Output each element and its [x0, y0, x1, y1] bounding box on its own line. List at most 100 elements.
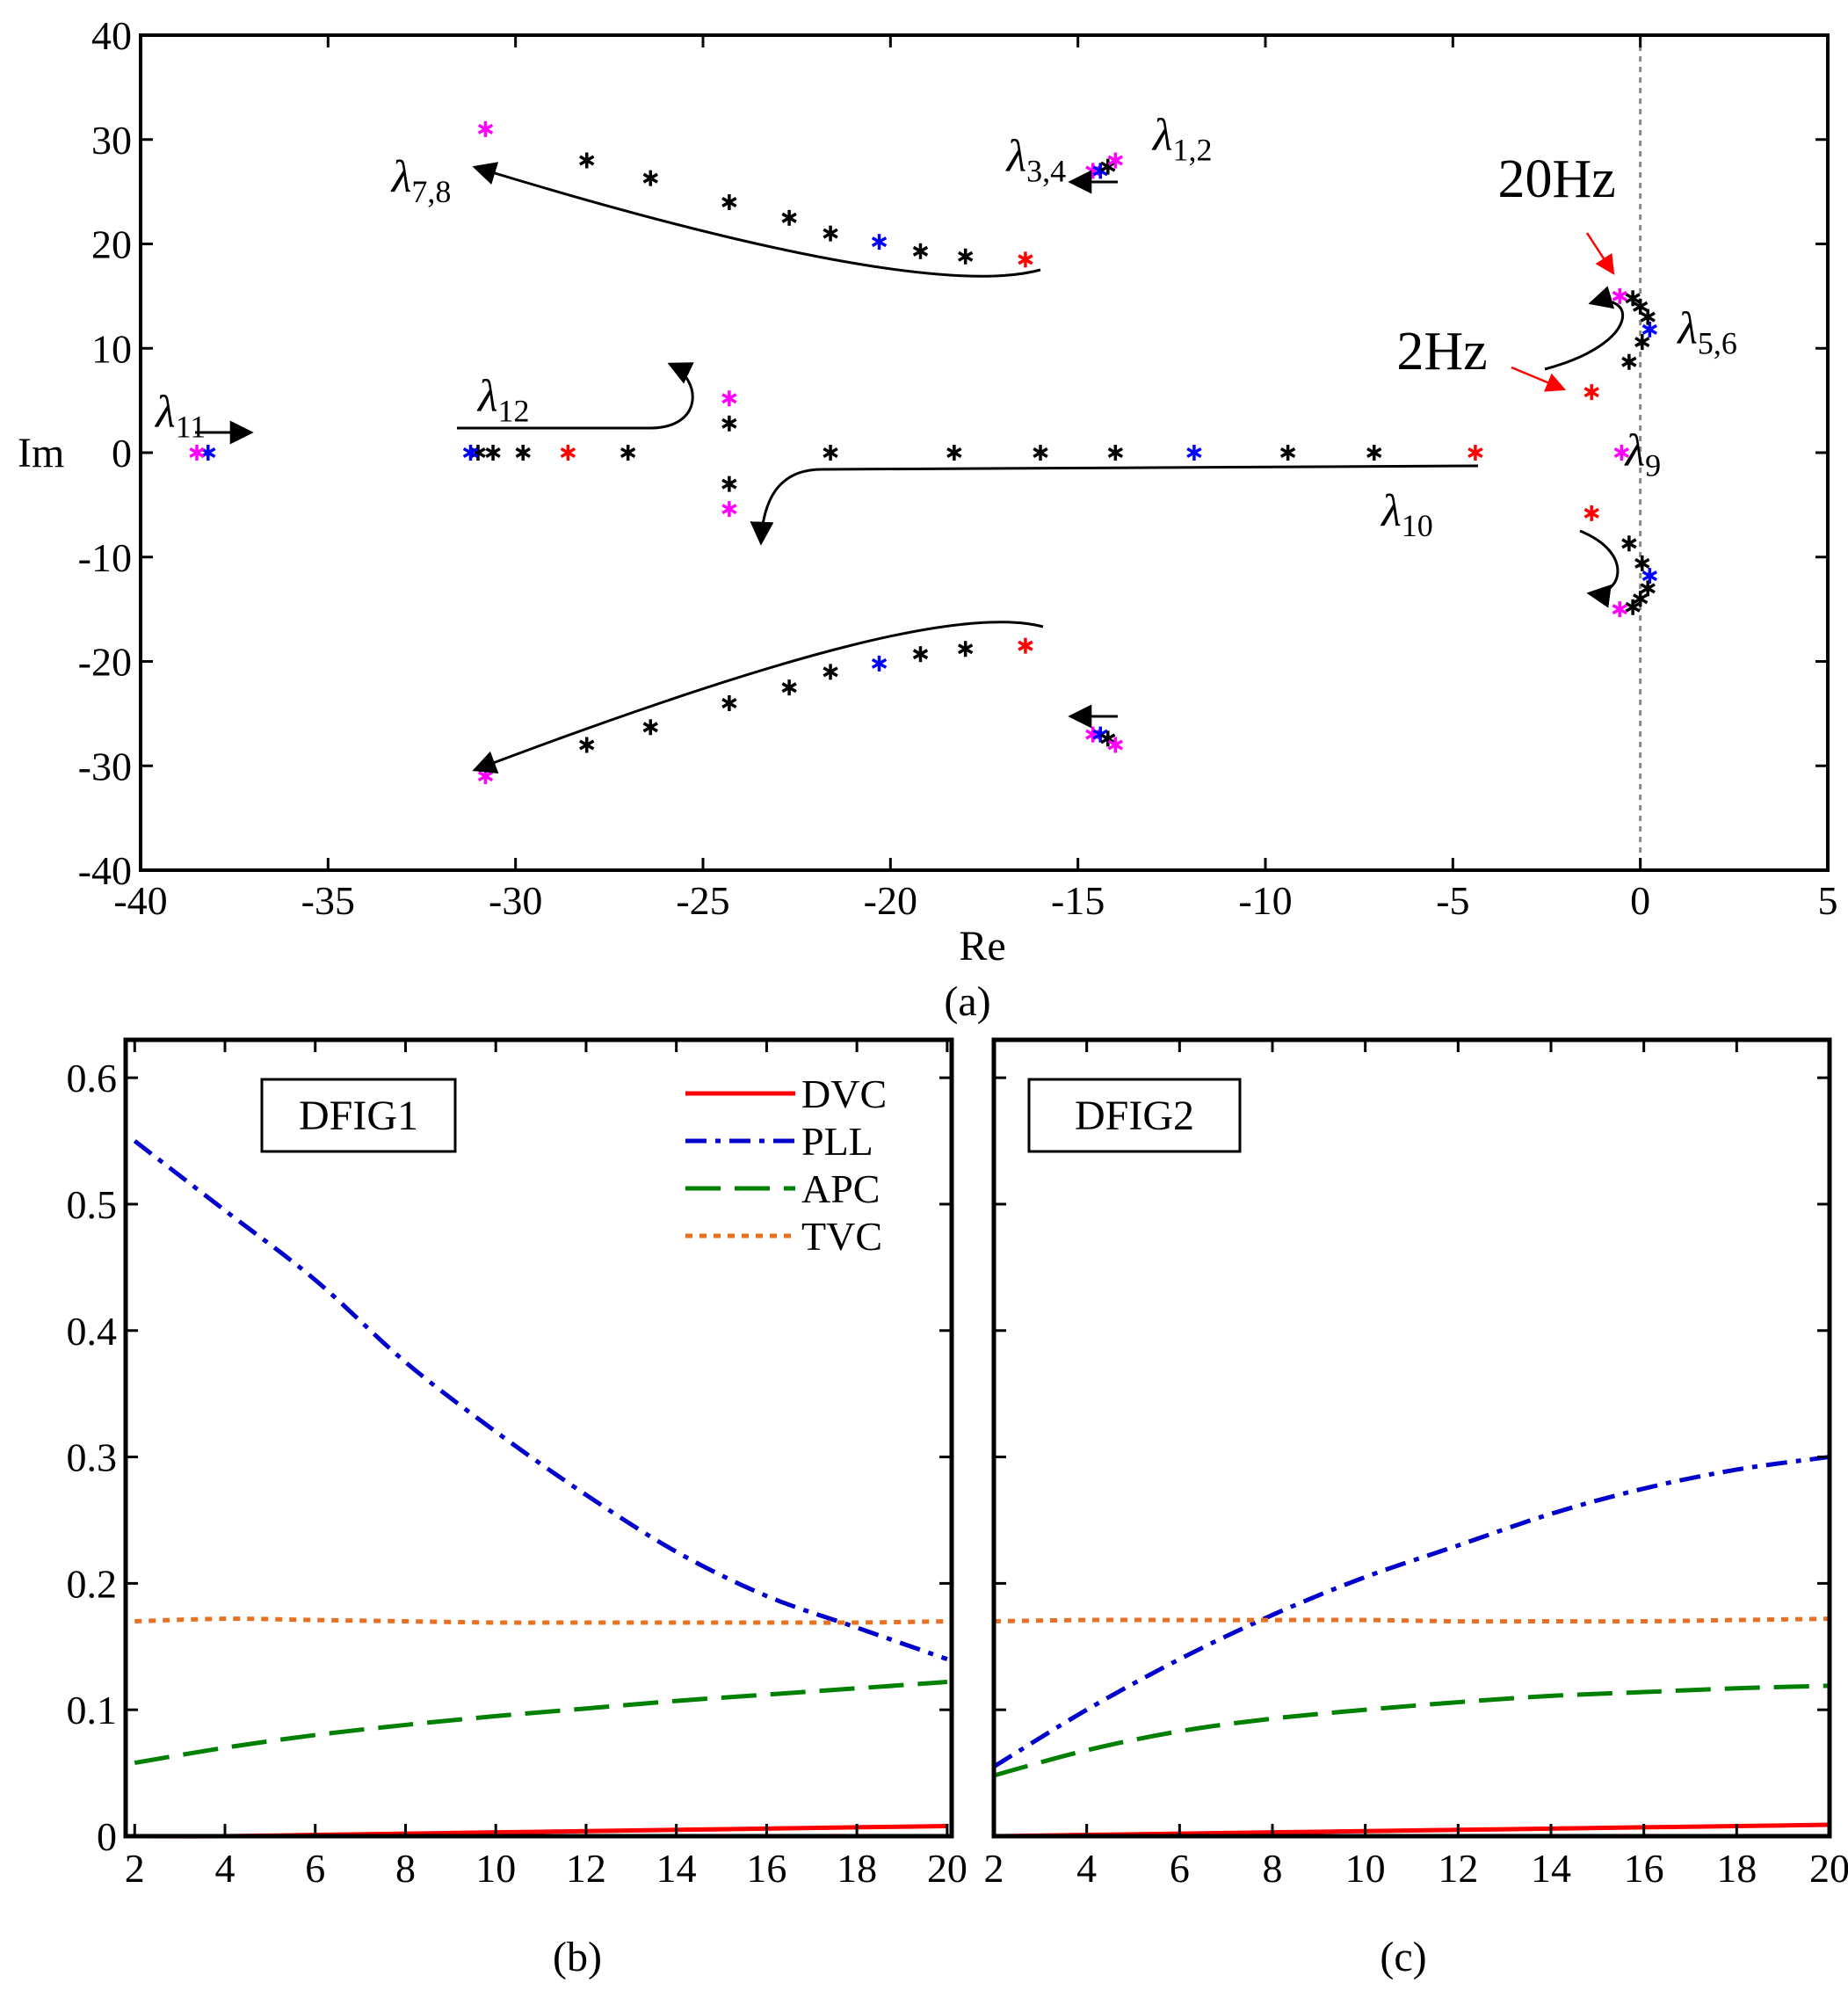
asterisk-stroke	[642, 172, 658, 184]
dfig1-title: DFIG1	[299, 1093, 418, 1139]
y-tick-label: 0.1	[67, 1688, 118, 1732]
frequency-label: 2Hz	[1396, 322, 1487, 381]
eigenvalue-point	[1621, 353, 1637, 370]
x-tick-label: 6	[305, 1846, 325, 1891]
asterisk-stroke	[579, 155, 595, 166]
x-tick-label: 10	[475, 1846, 516, 1891]
asterisk-stroke	[721, 478, 737, 490]
x-tick-label: 20	[1809, 1846, 1848, 1891]
eigenvalue-point	[721, 501, 737, 518]
dfig1-panel: 2 4 6 8 10 12 14 16 18 20 0 0.1 0.2 0.3 0.4 0.5 0.6 DFIG…	[67, 1037, 967, 1891]
x-tick-label: -25	[676, 878, 729, 923]
eigenvalue-point	[560, 445, 576, 461]
y-tick-label: 0.6	[67, 1056, 118, 1100]
asterisk-stroke	[721, 504, 737, 515]
asterisk-stroke	[1033, 447, 1048, 459]
asterisk-stroke	[1366, 447, 1382, 459]
eigenvalue-point	[1613, 445, 1630, 461]
eigenvalue-point	[1583, 505, 1599, 521]
asterisk-stroke	[579, 739, 595, 751]
eigenvalue-point	[1107, 737, 1124, 753]
asterisk-stroke	[1612, 290, 1627, 301]
y-tick-label: 10	[91, 326, 132, 371]
eigenvalue-label: λ1,2	[1151, 111, 1213, 168]
dfig2-title: DFIG2	[1075, 1093, 1194, 1139]
y-tick-label: 40	[91, 13, 132, 58]
x-axis-label: Re	[959, 923, 1005, 970]
legend-label-tvc: TVC	[801, 1214, 882, 1259]
eigenvalue-point	[781, 679, 797, 696]
y-tick-label: 0.4	[67, 1309, 118, 1354]
eigenvalue-point	[477, 768, 494, 785]
eigenvalue-point	[462, 445, 479, 461]
y-tick-label: -20	[78, 640, 132, 685]
x-tick-label: -30	[489, 878, 542, 923]
eigenvalue-point	[957, 641, 974, 657]
x-tick-label: 2	[984, 1846, 1004, 1891]
frequency-annotation-arrows	[1511, 232, 1615, 392]
frequency-annotations: 20Hz 2Hz	[1396, 149, 1615, 381]
asterisk-stroke	[1186, 447, 1202, 459]
eigenvalue-point	[912, 243, 929, 259]
asterisk-stroke	[1641, 323, 1658, 335]
asterisk-stroke	[1640, 311, 1656, 323]
arrow-lambda-5-6-lower	[1579, 529, 1620, 608]
eigenvalue-point	[1632, 298, 1649, 315]
x-tick-label: 6	[1170, 1846, 1190, 1891]
arrow-lambda-10	[750, 464, 1479, 546]
eigenvalue-point	[1366, 445, 1382, 461]
asterisk-stroke	[560, 447, 576, 459]
eigenvalue-point	[946, 445, 962, 461]
asterisk-stroke	[620, 447, 636, 459]
eigenvalue-point	[200, 445, 216, 461]
asterisk-stroke	[189, 447, 205, 459]
eigenvalue-point	[721, 695, 737, 711]
x-tick-label: 16	[1624, 1846, 1664, 1891]
eigenvalue-point	[1640, 580, 1656, 597]
x-tick-label: 8	[1263, 1846, 1283, 1891]
eigenvalue-point	[1640, 309, 1656, 325]
y-tick-label: -40	[78, 848, 132, 893]
asterisk-stroke	[1621, 538, 1637, 549]
eigenvalue-point	[871, 655, 888, 672]
eigenvalue-point	[1468, 445, 1483, 461]
asterisk-stroke	[1107, 447, 1124, 459]
eigenvalue-point	[1621, 535, 1637, 552]
asterisk-stroke	[721, 393, 737, 404]
eigenvalue-point	[1018, 637, 1033, 654]
y-tick-label: 0.3	[67, 1435, 118, 1480]
x-tick-label: 14	[1531, 1846, 1571, 1891]
legend-label-dvc: DVC	[801, 1071, 887, 1116]
arrow-20hz	[1585, 232, 1615, 275]
frequency-label: 20Hz	[1498, 149, 1616, 209]
asterisk-stroke	[1583, 507, 1599, 519]
eigenvalue-point	[823, 225, 838, 242]
asterisk-stroke	[1279, 447, 1296, 459]
y-axis-label: Im	[18, 430, 64, 476]
asterisk-stroke	[485, 447, 501, 459]
eigenvalue-point	[721, 194, 737, 210]
eigenvalue-point	[515, 445, 531, 461]
x-tick-label: 12	[1438, 1846, 1478, 1891]
eigenvalue-point	[1033, 445, 1048, 461]
y-tick-label: 20	[91, 222, 132, 267]
eigenvalue-point	[1641, 568, 1658, 585]
y-tick-label: 0	[97, 1814, 117, 1859]
dfig2-axes: 2 4 6 8 10 12 14 16 18 20	[984, 1037, 1848, 1891]
asterisk-stroke	[1107, 739, 1124, 751]
asterisk-stroke	[642, 722, 658, 733]
eigenvalue-point	[823, 445, 838, 461]
x-tick-label: 18	[1716, 1846, 1757, 1891]
asterisk-stroke	[1641, 570, 1658, 582]
caption-b: (b)	[553, 1934, 602, 1980]
eigenvalue-point	[721, 390, 737, 407]
eigenvalue-point	[957, 248, 974, 265]
series-line-pll	[992, 1455, 1830, 1769]
asterisk-stroke	[1621, 356, 1637, 367]
eigenvalue-point	[579, 737, 595, 753]
eigenvalue-point	[477, 120, 494, 137]
dfig1-title-box: DFIG1	[260, 1078, 457, 1153]
asterisk-stroke	[823, 666, 838, 678]
